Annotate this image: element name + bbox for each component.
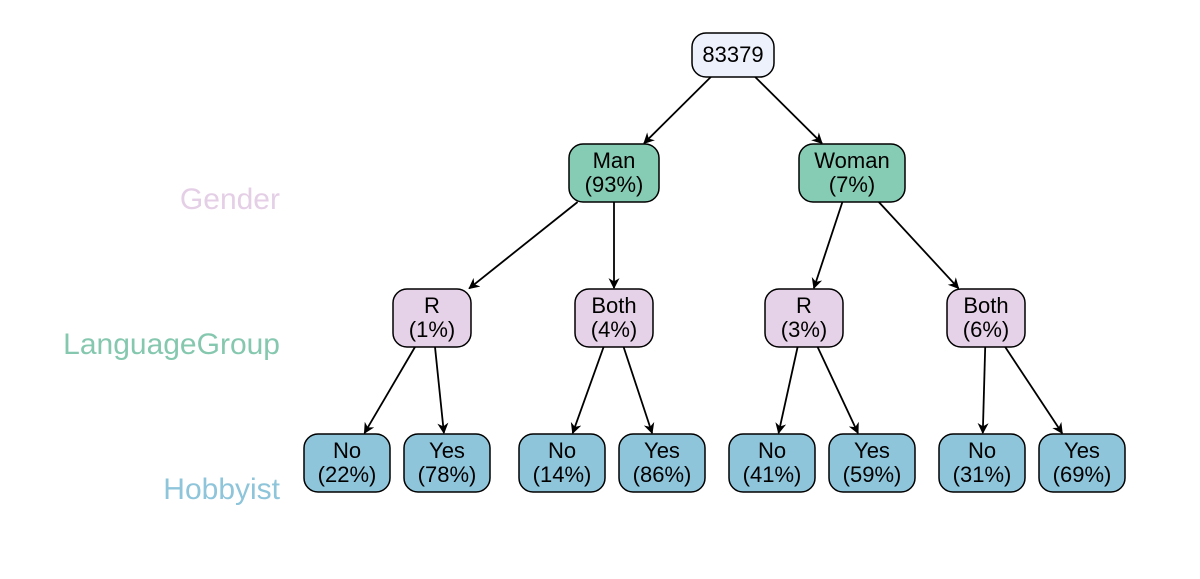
node-label-line1: Man bbox=[593, 148, 636, 173]
node-label-line2: (7%) bbox=[829, 172, 875, 197]
level-labels-layer: Gender LanguageGroup Hobbyist bbox=[63, 183, 281, 506]
node-label-line2: (3%) bbox=[781, 317, 827, 342]
tree-edge: g_man bbox=[469, 202, 577, 288]
tree-node-h_wr_n: No(41%) bbox=[729, 434, 815, 492]
tree-edge: l_m_b bbox=[624, 347, 653, 433]
tree-edge: root bbox=[755, 77, 822, 143]
edges-layer: rootrootg_mang_mang_womang_womanl_m_rl_m… bbox=[365, 77, 1063, 433]
node-label-line1: Yes bbox=[854, 438, 890, 463]
tree-edge: l_m_r bbox=[435, 347, 444, 433]
nodes-layer: 83379Man(93%)Woman(7%)R(1%)Both(4%)R(3%)… bbox=[304, 33, 1125, 492]
node-label-line2: (1%) bbox=[409, 317, 455, 342]
node-label-line2: (14%) bbox=[533, 462, 592, 487]
level-label-gender: Gender bbox=[180, 183, 280, 216]
node-label-line1: R bbox=[796, 293, 812, 318]
node-label-line2: (4%) bbox=[591, 317, 637, 342]
node-label-line2: (41%) bbox=[743, 462, 802, 487]
node-label-line1: No bbox=[758, 438, 786, 463]
node-label-line2: (86%) bbox=[633, 462, 692, 487]
tree-edge: l_w_r bbox=[779, 347, 798, 433]
tree-node-g_man: Man(93%) bbox=[569, 144, 659, 202]
tree-node-h_mb_n: No(14%) bbox=[519, 434, 605, 492]
tree-edge: l_w_b bbox=[983, 347, 985, 433]
node-label-line2: (6%) bbox=[963, 317, 1009, 342]
decision-tree-diagram: rootrootg_mang_mang_womang_womanl_m_rl_m… bbox=[0, 0, 1200, 579]
tree-node-l_m_b: Both(4%) bbox=[575, 289, 653, 347]
tree-node-h_wr_y: Yes(59%) bbox=[829, 434, 915, 492]
tree-node-h_mr_y: Yes(78%) bbox=[404, 434, 490, 492]
node-label-line1: Woman bbox=[814, 148, 889, 173]
node-label-line2: (78%) bbox=[418, 462, 477, 487]
tree-node-l_w_r: R(3%) bbox=[765, 289, 843, 347]
tree-node-l_w_b: Both(6%) bbox=[947, 289, 1025, 347]
node-label-line2: (93%) bbox=[585, 172, 644, 197]
node-label-line2: (22%) bbox=[318, 462, 377, 487]
level-label-hobby: Hobbyist bbox=[163, 473, 280, 506]
tree-node-h_mr_n: No(22%) bbox=[304, 434, 390, 492]
node-label-line1: No bbox=[548, 438, 576, 463]
tree-edge: l_w_b bbox=[1005, 347, 1062, 433]
node-label-line1: Yes bbox=[644, 438, 680, 463]
node-label-line1: Both bbox=[591, 293, 636, 318]
tree-node-h_mb_y: Yes(86%) bbox=[619, 434, 705, 492]
node-label-line2: (59%) bbox=[843, 462, 902, 487]
tree-node-h_wb_y: Yes(69%) bbox=[1039, 434, 1125, 492]
node-label-line2: (69%) bbox=[1053, 462, 1112, 487]
tree-edge: l_w_r bbox=[818, 347, 858, 433]
node-label-line1: No bbox=[968, 438, 996, 463]
tree-node-g_woman: Woman(7%) bbox=[799, 144, 905, 202]
node-label-line1: Yes bbox=[429, 438, 465, 463]
tree-node-root: 83379 bbox=[692, 33, 774, 77]
tree-edge: g_woman bbox=[879, 202, 959, 288]
tree-edge: root bbox=[644, 77, 711, 143]
node-label-line1: R bbox=[424, 293, 440, 318]
node-label-line1: 83379 bbox=[702, 42, 763, 67]
tree-edge: g_woman bbox=[814, 202, 843, 288]
level-label-lang: LanguageGroup bbox=[63, 328, 280, 361]
node-label-line1: Both bbox=[963, 293, 1008, 318]
tree-edge: l_m_r bbox=[365, 347, 416, 433]
tree-node-h_wb_n: No(31%) bbox=[939, 434, 1025, 492]
node-label-line1: No bbox=[333, 438, 361, 463]
node-label-line1: Yes bbox=[1064, 438, 1100, 463]
node-label-line2: (31%) bbox=[953, 462, 1012, 487]
tree-node-l_m_r: R(1%) bbox=[393, 289, 471, 347]
tree-edge: l_m_b bbox=[573, 347, 604, 433]
